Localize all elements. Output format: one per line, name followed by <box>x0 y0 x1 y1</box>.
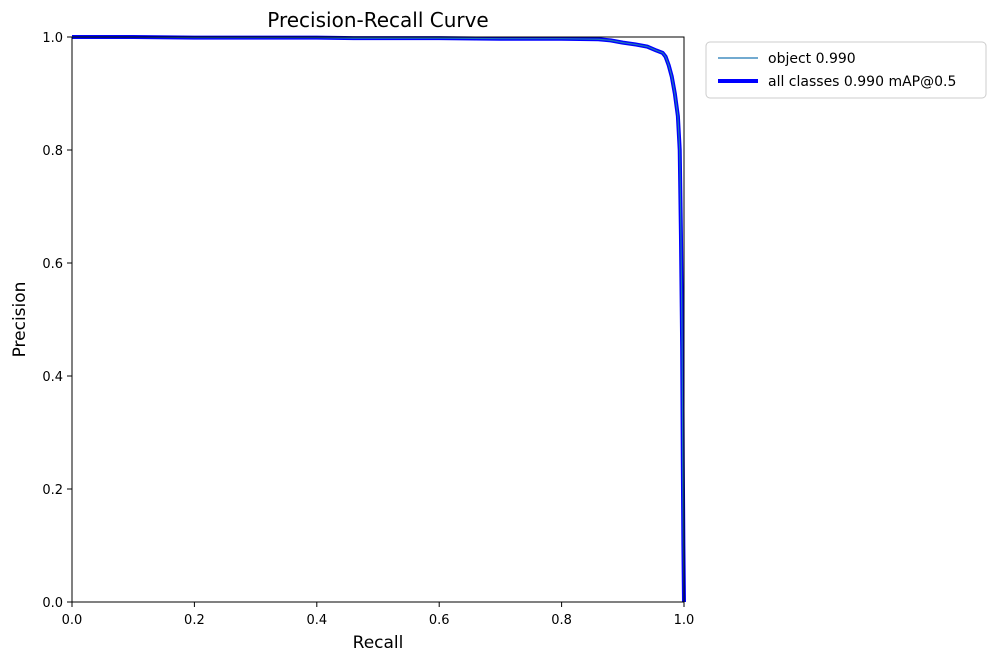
x-tick-label: 0.6 <box>429 613 450 628</box>
x-tick-label: 0.2 <box>184 613 205 628</box>
chart-title: Precision-Recall Curve <box>267 8 488 32</box>
y-tick-label: 0.2 <box>42 483 63 498</box>
y-tick-label: 0.0 <box>42 596 63 611</box>
legend-label: object 0.990 <box>768 51 856 67</box>
plot-area <box>71 35 686 603</box>
y-axis: 0.0 0.2 0.4 0.6 0.8 1.0 <box>42 31 72 611</box>
y-axis-label: Precision <box>10 282 30 358</box>
y-tick-label: 0.4 <box>42 370 63 385</box>
plot-background <box>72 37 684 602</box>
x-tick-label: 1.0 <box>674 613 695 628</box>
x-tick-label: 0.4 <box>306 613 327 628</box>
y-tick-label: 0.8 <box>42 144 63 159</box>
x-axis-label: Recall <box>353 633 404 653</box>
x-tick-label: 0.8 <box>551 613 572 628</box>
legend-label: all classes 0.990 mAP@0.5 <box>768 74 956 90</box>
legend: object 0.990 all classes 0.990 mAP@0.5 <box>705 41 987 99</box>
legend-box <box>705 41 987 99</box>
x-axis: 0.0 0.2 0.4 0.6 0.8 1.0 <box>62 602 695 628</box>
series-layer <box>72 35 686 603</box>
object-curve <box>72 36 685 603</box>
x-tick-label: 0.0 <box>62 613 83 628</box>
y-tick-label: 0.6 <box>42 257 63 272</box>
plot-frame <box>71 36 685 603</box>
y-tick-label: 1.0 <box>42 31 63 46</box>
